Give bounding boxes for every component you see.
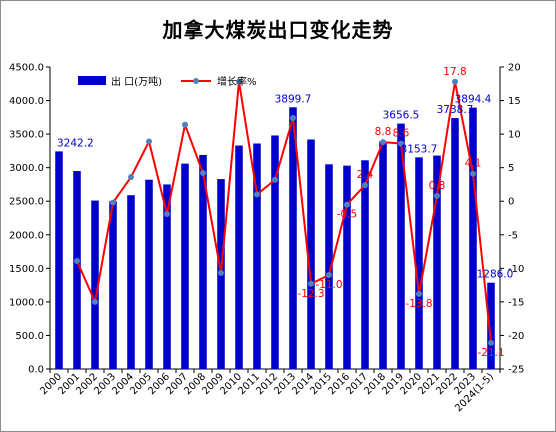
- right-axis-tick-label: -20: [508, 331, 524, 342]
- line-data-label: -21.1: [477, 347, 504, 359]
- growth-rate-point-2008: [200, 170, 206, 177]
- growth-rate-point-2014: [308, 280, 314, 287]
- growth-rate-point-2003: [110, 199, 116, 206]
- growth-rate-point-2017: [362, 182, 368, 189]
- chart-title: 加拿大煤炭出口变化走势: [162, 18, 394, 42]
- right-axis-tick-label: 0: [508, 197, 514, 208]
- right-axis-tick-label: 10: [508, 130, 521, 141]
- bar-export-2016: [343, 165, 351, 369]
- bar-export-2017: [361, 160, 369, 369]
- line-data-label: -12.3: [297, 288, 324, 300]
- line-data-label: 4.1: [465, 158, 482, 170]
- bar-export-2011: [253, 143, 261, 369]
- left-axis-tick-label: 1000.0: [9, 297, 44, 308]
- right-axis-tick-label: -10: [508, 264, 524, 275]
- bar-export-2005: [145, 179, 153, 369]
- left-axis-tick-label: 4500.0: [9, 63, 44, 74]
- right-axis-tick-label: -15: [508, 297, 524, 308]
- line-data-label: 2.4: [357, 169, 374, 181]
- bar-export-2014: [307, 139, 315, 369]
- legend-line-marker: [193, 78, 199, 84]
- left-axis-tick-label: 3000.0: [9, 163, 44, 174]
- bar-data-label: 3738.7: [437, 104, 474, 116]
- right-axis-tick-label: 15: [508, 96, 521, 107]
- growth-rate-point-2015: [326, 272, 332, 279]
- line-data-label: -13.8: [405, 298, 432, 310]
- bar-export-2012: [271, 135, 279, 369]
- growth-rate-point-2005: [146, 138, 152, 145]
- right-axis-tick-label: -25: [508, 365, 524, 376]
- growth-rate-point-2021: [434, 192, 440, 199]
- growth-rate-point-2001: [74, 257, 80, 264]
- bar-export-2006: [163, 184, 171, 369]
- growth-rate-point-2022: [452, 78, 458, 85]
- bar-export-2013: [289, 107, 297, 369]
- growth-rate-point-2012: [272, 176, 278, 183]
- bar-export-2018: [379, 141, 387, 369]
- line-data-label: -11.0: [315, 279, 342, 291]
- right-axis-tick-label: -5: [508, 230, 518, 241]
- bar-export-2020: [415, 157, 423, 369]
- growth-rate-line: [76, 81, 492, 343]
- growth-rate-point-2006: [164, 210, 170, 217]
- bar-data-label: 3153.7: [401, 143, 438, 155]
- legend-bar-swatch: [78, 76, 106, 85]
- bar-export-2003: [109, 201, 117, 369]
- growth-rate-point-2024(1-5): [488, 339, 494, 346]
- growth-rate-point-2004: [128, 174, 134, 181]
- bar-export-2001: [73, 171, 81, 369]
- bar-export-2000: [55, 151, 63, 369]
- line-data-label: 8.6: [393, 128, 410, 140]
- bar-data-label: 3656.5: [383, 110, 420, 122]
- left-axis-tick-label: 2000.0: [9, 230, 44, 241]
- growth-rate-point-2013: [290, 115, 296, 122]
- left-axis-tick-label: 0.0: [28, 365, 44, 376]
- bar-export-2015: [325, 164, 333, 369]
- left-axis-tick-label: 4000.0: [9, 96, 44, 107]
- growth-rate-point-2009: [218, 270, 224, 277]
- left-axis-tick-label: 1500.0: [9, 264, 44, 275]
- bar-export-2023: [469, 107, 477, 369]
- legend-line-label: 增长率%: [217, 75, 257, 88]
- line-data-label: -0.5: [337, 209, 358, 221]
- growth-rate-point-2007: [182, 121, 188, 128]
- bar-export-2022: [451, 118, 459, 369]
- growth-rate-point-2020: [416, 290, 422, 297]
- bar-export-2024(1-5): [487, 282, 495, 369]
- bar-data-label: 1286.0: [477, 269, 514, 281]
- growth-rate-point-2010: [236, 78, 242, 85]
- bar-data-label: 3894.4: [455, 94, 492, 106]
- right-axis-tick-label: 20: [508, 63, 521, 74]
- growth-rate-point-2018: [380, 139, 386, 146]
- bar-export-2008: [199, 154, 207, 369]
- bar-export-2010: [235, 145, 243, 369]
- growth-rate-point-2019: [398, 140, 404, 147]
- left-axis-tick-label: 500.0: [15, 331, 44, 342]
- growth-rate-point-2002: [92, 298, 98, 305]
- bar-export-2004: [127, 195, 135, 369]
- right-axis-tick-label: 5: [508, 163, 514, 174]
- line-data-label: 0.8: [429, 180, 446, 192]
- left-axis-tick-label: 2500.0: [9, 197, 44, 208]
- growth-rate-point-2011: [254, 191, 260, 198]
- bar-export-2002: [91, 200, 99, 369]
- bar-export-2007: [181, 163, 189, 369]
- bar-data-label: 3899.7: [275, 93, 312, 105]
- line-data-label: 8.8: [375, 126, 392, 138]
- growth-rate-point-2023: [470, 170, 476, 177]
- growth-rate-point-2016: [344, 201, 350, 208]
- left-axis-tick-label: 3500.0: [9, 130, 44, 141]
- bar-export-2021: [433, 155, 441, 369]
- bar-export-2019: [397, 123, 405, 370]
- bar-data-label: 3242.2: [57, 137, 94, 149]
- line-data-label: 17.8: [443, 66, 466, 78]
- legend-bar-label: 出 口(万吨): [111, 75, 162, 88]
